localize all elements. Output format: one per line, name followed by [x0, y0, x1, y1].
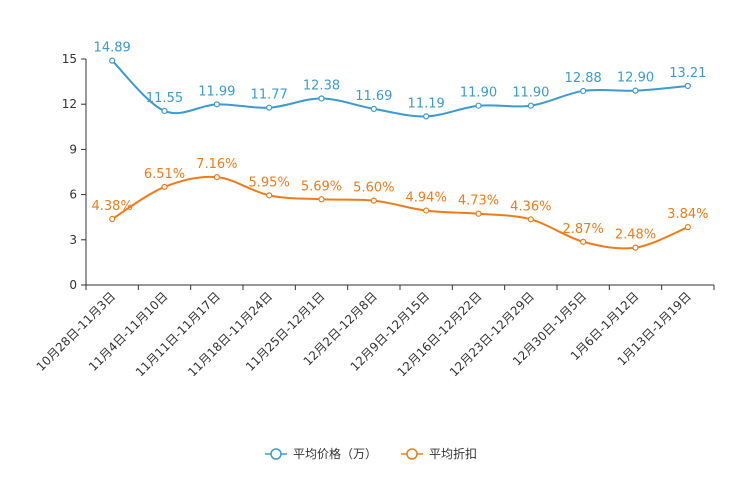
price-point[interactable] [161, 107, 168, 115]
discount-point[interactable] [423, 207, 430, 214]
price-data-label: 11.69 [355, 89, 392, 104]
price-point[interactable] [266, 104, 273, 111]
price-data-label: 11.77 [251, 88, 288, 103]
discount-data-label: 7.16% [196, 157, 237, 172]
price-line [111, 59, 688, 118]
y-tick-label: 9 [69, 142, 77, 156]
price-data-label: 14.89 [94, 41, 131, 56]
discount-data-label: 3.84% [667, 207, 708, 222]
price-point[interactable] [318, 95, 325, 102]
legend-circle-icon [270, 448, 282, 460]
y-tick-label: 6 [69, 188, 77, 202]
legend-label: 平均折扣 [429, 446, 477, 461]
discount-data-label: 5.95% [249, 175, 290, 190]
legend[interactable]: 平均价格（万） 平均折扣 [265, 446, 477, 461]
price-data-label: 11.90 [460, 86, 497, 101]
price-point[interactable] [580, 87, 587, 95]
y-axis-ticks: 0 3 6 9 12 15 [62, 52, 86, 292]
price-data-label: 13.21 [669, 66, 706, 81]
y-tick-label: 15 [62, 52, 77, 66]
legend-circle-icon [406, 448, 418, 460]
discount-point[interactable] [527, 216, 534, 223]
discount-data-label: 2.87% [563, 222, 604, 237]
price-data-label: 11.55 [146, 91, 183, 106]
price-data-label: 11.99 [198, 84, 235, 99]
price-point[interactable] [109, 57, 116, 64]
discount-point[interactable] [109, 215, 116, 223]
discount-data-label: 4.94% [406, 191, 447, 206]
discount-data-label: 5.60% [353, 181, 394, 196]
price-data-label: 12.38 [303, 78, 340, 93]
discount-point[interactable] [213, 174, 220, 181]
y-tick-label: 3 [69, 233, 77, 247]
y-tick-label: 12 [62, 97, 77, 111]
series-layer [109, 57, 691, 251]
discount-data-label: 5.69% [301, 179, 342, 194]
y-tick-label: 0 [69, 278, 77, 292]
legend-item-discount[interactable]: 平均折扣 [401, 446, 477, 461]
price-point[interactable] [423, 113, 430, 120]
price-point[interactable] [684, 82, 691, 90]
price-data-label: 12.88 [565, 71, 602, 86]
discount-line [111, 175, 689, 250]
discount-data-label: 2.48% [615, 228, 656, 243]
discount-point[interactable] [370, 197, 377, 204]
discount-point[interactable] [266, 192, 273, 199]
series-price [109, 57, 691, 120]
x-axis-ticks: 10月28日-11月3日11月4日-11月10日11月11日-11月17日11月… [34, 285, 715, 379]
discount-point[interactable] [161, 183, 168, 191]
price-point[interactable] [370, 105, 377, 112]
data-labels: 14.89 11.55 11.99 11.77 12.38 11.69 11.19 11.90… [92, 41, 709, 243]
discount-data-label: 6.51% [144, 167, 185, 182]
price-point[interactable] [632, 87, 639, 94]
discount-point[interactable] [580, 238, 587, 245]
discount-data-label: 4.73% [458, 194, 499, 209]
discount-point[interactable] [475, 210, 482, 217]
price-data-label: 11.90 [512, 86, 549, 101]
discount-point[interactable] [684, 224, 691, 231]
price-data-label: 11.19 [408, 96, 445, 111]
price-point[interactable] [475, 102, 482, 109]
legend-label: 平均价格（万） [293, 446, 377, 461]
legend-item-price[interactable]: 平均价格（万） [265, 446, 377, 461]
price-point[interactable] [213, 101, 220, 108]
price-point[interactable] [527, 102, 534, 109]
series-discount [109, 174, 691, 251]
price-data-label: 12.90 [617, 71, 654, 86]
discount-data-label: 4.36% [510, 199, 551, 214]
discount-data-label: 4.38% [92, 199, 133, 214]
discount-point[interactable] [318, 196, 325, 203]
discount-point[interactable] [632, 244, 639, 251]
